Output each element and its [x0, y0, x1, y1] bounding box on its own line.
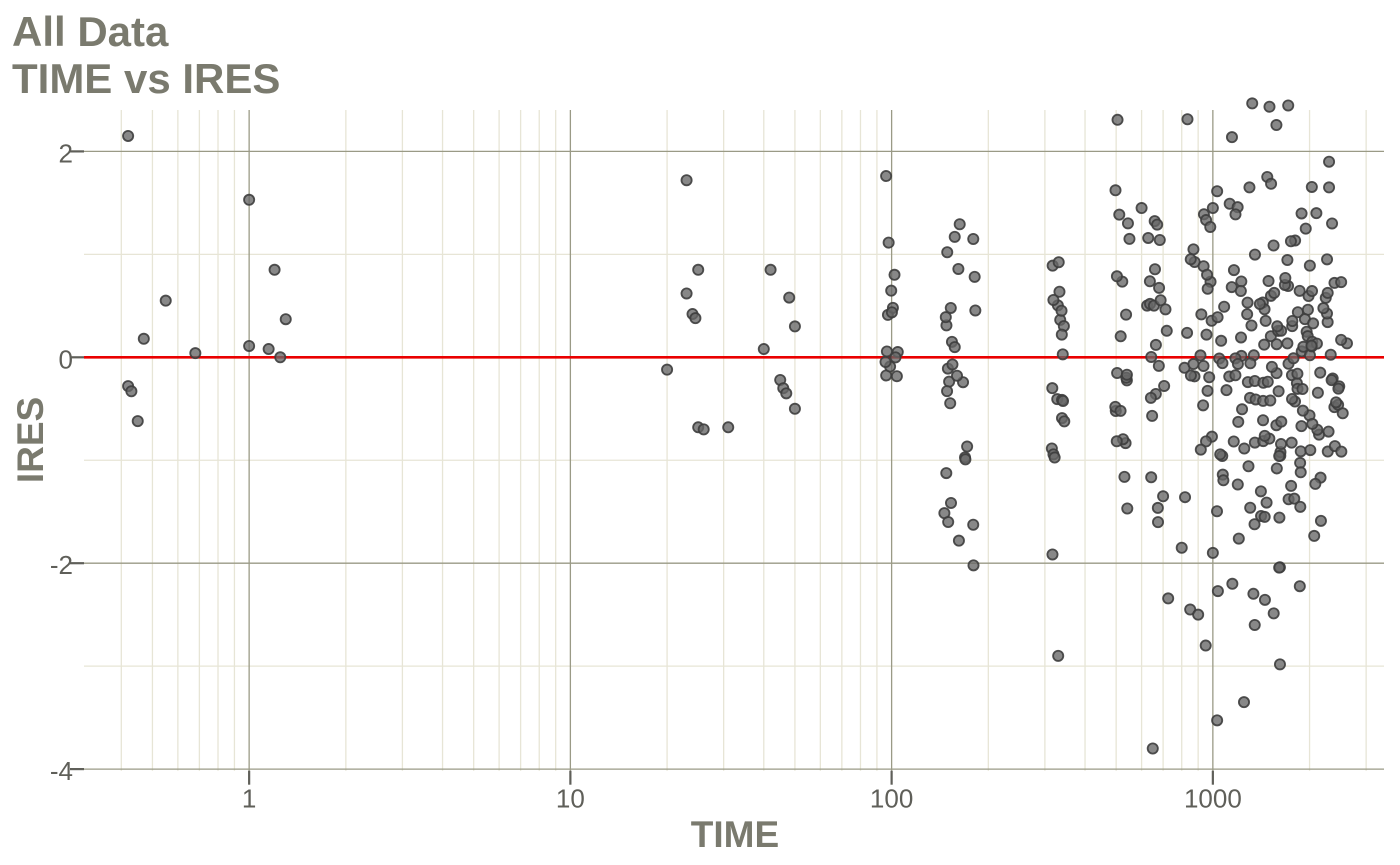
svg-text:1: 1	[242, 784, 256, 814]
svg-text:TIME: TIME	[691, 814, 779, 855]
svg-text:10: 10	[556, 784, 585, 814]
svg-text:-4: -4	[50, 756, 73, 786]
svg-text:2: 2	[59, 138, 73, 168]
svg-text:1000: 1000	[1184, 784, 1242, 814]
svg-text:-2: -2	[50, 550, 73, 580]
svg-text:100: 100	[870, 784, 913, 814]
svg-text:IRES: IRES	[10, 397, 51, 483]
svg-text:0: 0	[59, 344, 73, 374]
